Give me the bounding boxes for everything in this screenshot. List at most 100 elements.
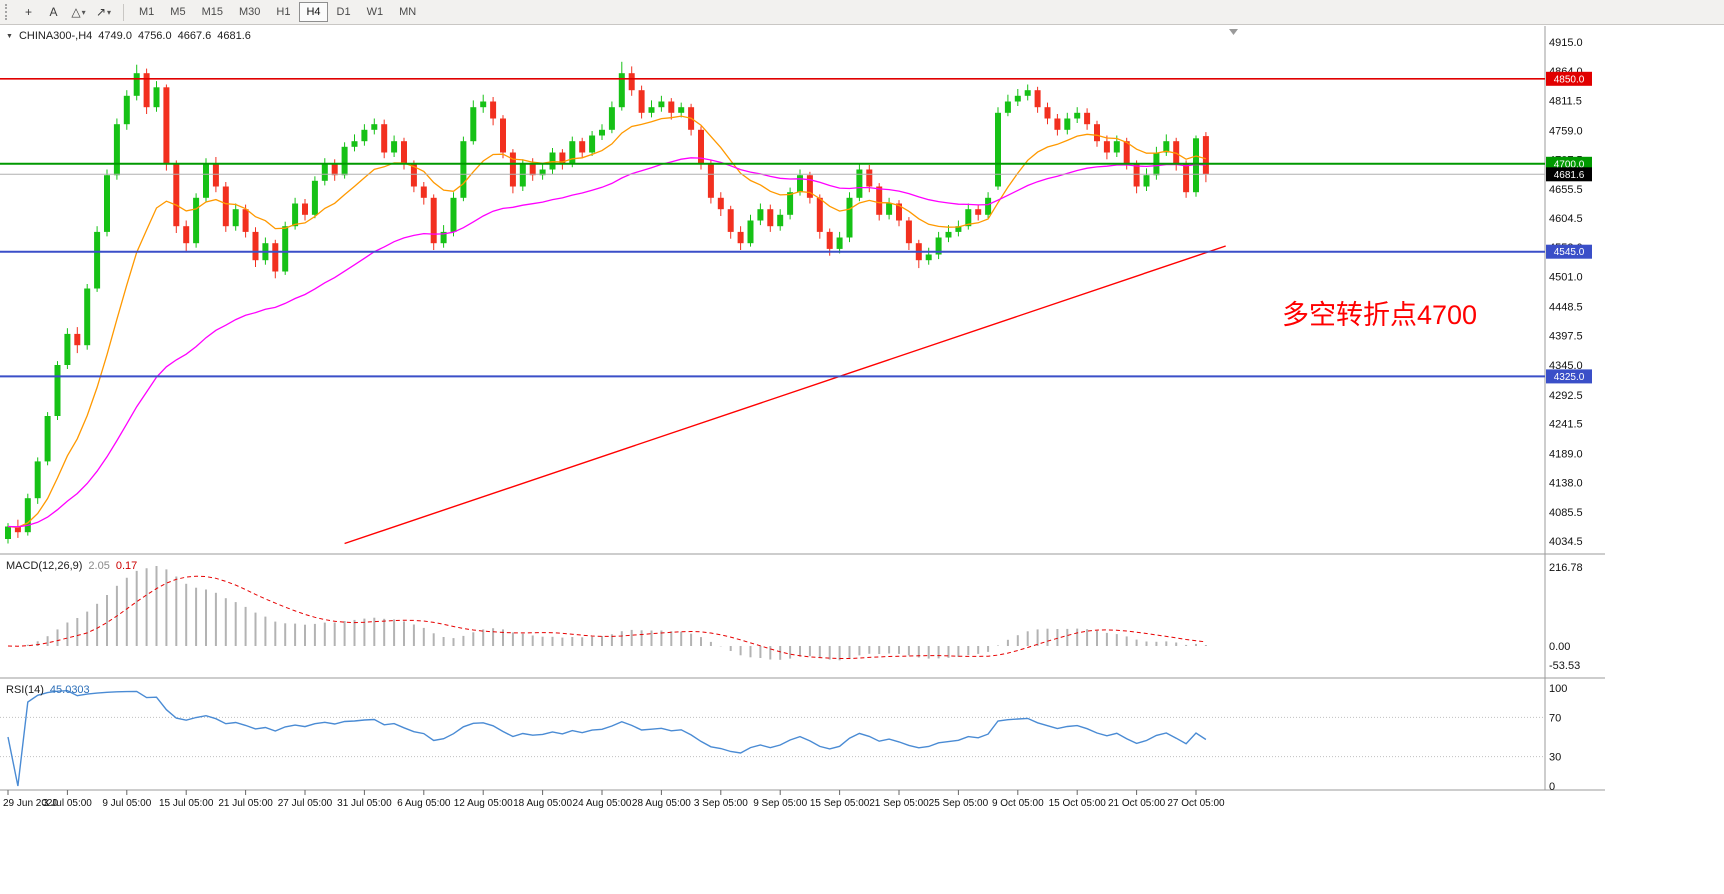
time-tick-label: 15 Jul 05:00 — [159, 798, 214, 809]
timeframe-M5-button[interactable]: M5 — [170, 6, 186, 18]
trendline[interactable] — [344, 245, 1226, 545]
toolbar-separator — [123, 3, 124, 21]
candlestick-series — [5, 61, 1209, 544]
price-tick-label: 4345.0 — [1549, 360, 1583, 372]
chart-shift-marker[interactable] — [1229, 29, 1238, 35]
time-tick-label: 27 Jul 05:00 — [278, 798, 333, 809]
price-badge: 4850.0 — [1546, 71, 1592, 86]
macd-axis-label: -53.53 — [1549, 660, 1580, 672]
drawing-tools-group: + A △ ▾ ↗ ▾ — [16, 1, 116, 24]
price-tick-label: 4138.0 — [1549, 477, 1583, 489]
timeframe-M15-button[interactable]: M15 — [201, 6, 223, 18]
time-tick-label: 3 Jul 05:00 — [43, 798, 92, 809]
price-tick-label: 4034.5 — [1549, 536, 1583, 548]
time-tick-label: 27 Oct 05:00 — [1167, 798, 1225, 809]
price-tick-label: 4241.5 — [1549, 419, 1583, 431]
price-tick-label: 4759.0 — [1549, 125, 1583, 137]
price-badge-label: 4545.0 — [1554, 247, 1585, 258]
time-tick-label: 25 Sep 05:00 — [929, 798, 989, 809]
price-badge-label: 4850.0 — [1554, 74, 1585, 85]
time-tick-label: 3 Sep 05:00 — [694, 798, 748, 809]
timeframe-M1-button[interactable]: M1 — [139, 6, 155, 18]
time-tick-label: 21 Sep 05:00 — [869, 798, 929, 809]
chart-annotation-text[interactable]: 多空转折点4700 — [1282, 300, 1478, 330]
rsi-axis-label: 70 — [1549, 712, 1561, 724]
bar-open-value: 4749.0 — [98, 30, 132, 42]
toolbar-grip[interactable] — [5, 4, 11, 20]
rsi-title: RSI(14) — [6, 684, 44, 696]
timeframe-group: M1 M5 M15 M30 H1 H4 D1 W1 MN — [131, 2, 424, 22]
macd-histogram — [16, 566, 1207, 661]
price-badge: 4681.6 — [1546, 167, 1592, 182]
text-label-icon: A — [49, 5, 58, 19]
rsi-line — [7, 689, 1207, 787]
chevron-down-icon: ▾ — [81, 7, 86, 17]
rsi-axis-label: 0 — [1549, 781, 1555, 793]
macd-signal-line — [7, 575, 1206, 659]
time-tick-label: 21 Oct 05:00 — [1108, 798, 1166, 809]
ma-fast-line — [7, 115, 1207, 529]
time-tick-label: 21 Jul 05:00 — [218, 798, 273, 809]
arrows-tool-button[interactable]: ↗ ▾ — [92, 1, 115, 24]
time-tick-label: 28 Aug 05:00 — [632, 798, 691, 809]
price-tick-label: 4085.5 — [1549, 507, 1583, 519]
price-tick-label: 4655.5 — [1549, 184, 1583, 196]
price-axis[interactable]: 4915.04864.04811.54759.04707.54655.54604… — [1549, 37, 1583, 548]
time-tick-label: 29 Jun 2020 — [3, 798, 58, 809]
rsi-header: RSI(14) 45.0303 — [6, 684, 90, 696]
price-badge-label: 4681.6 — [1554, 170, 1585, 181]
time-tick-label: 15 Sep 05:00 — [810, 798, 870, 809]
timeframe-H4-button[interactable]: H4 — [299, 2, 328, 22]
price-tick-label: 4448.5 — [1549, 301, 1583, 313]
shapes-icon: △ — [71, 5, 81, 19]
macd-signal-value: 0.17 — [115, 560, 138, 572]
price-badge: 4545.0 — [1546, 244, 1592, 259]
timeframe-D1-button[interactable]: D1 — [336, 6, 351, 18]
rsi-value: 45.0303 — [49, 684, 90, 696]
arrow-icon: ↗ — [95, 5, 107, 19]
time-tick-label: 18 Aug 05:00 — [513, 798, 572, 809]
price-tick-label: 4189.0 — [1549, 448, 1583, 460]
price-tick-label: 4292.5 — [1549, 390, 1583, 402]
crosshair-tool-button[interactable]: + — [17, 1, 40, 24]
price-tick-label: 4811.5 — [1549, 96, 1582, 108]
time-tick-label: 9 Sep 05:00 — [753, 798, 807, 809]
price-tick-label: 4915.0 — [1549, 37, 1583, 49]
bar-close-value: 4681.6 — [217, 30, 251, 42]
symbol-timeframe-label: CHINA300-,H4 — [18, 30, 93, 42]
text-tool-button[interactable]: A — [42, 1, 65, 24]
top-toolbar: + A △ ▾ ↗ ▾ M1 M5 M15 M30 H1 H4 D1 W1 MN — [0, 0, 1724, 25]
price-tick-label: 4604.5 — [1549, 213, 1583, 225]
timeframe-W1-button[interactable]: W1 — [366, 6, 384, 18]
time-tick-label: 12 Aug 05:00 — [454, 798, 513, 809]
shapes-tool-button[interactable]: △ ▾ — [67, 1, 90, 24]
time-tick-label: 9 Jul 05:00 — [102, 798, 151, 809]
time-tick-label: 6 Aug 05:00 — [397, 798, 451, 809]
time-tick-label: 24 Aug 05:00 — [573, 798, 632, 809]
macd-axis-label: 216.78 — [1549, 562, 1583, 574]
macd-axis-label: 0.00 — [1549, 641, 1570, 653]
price-tick-label: 4501.0 — [1549, 272, 1583, 284]
price-badge-label: 4325.0 — [1554, 372, 1585, 383]
macd-title: MACD(12,26,9) — [6, 560, 83, 572]
price-badge-label: 4700.0 — [1554, 159, 1585, 170]
time-tick-label: 15 Oct 05:00 — [1049, 798, 1107, 809]
timeframe-H1-button[interactable]: H1 — [276, 6, 291, 18]
one-click-trading-arrow[interactable]: ▼ — [6, 32, 13, 40]
chart-header: ▼ CHINA300-,H4 4749.0 4756.0 4667.6 4681… — [6, 30, 251, 42]
timeframe-M30-button[interactable]: M30 — [238, 6, 261, 18]
rsi-axis-label: 100 — [1549, 683, 1567, 695]
bar-high-value: 4756.0 — [137, 30, 172, 42]
price-badge: 4325.0 — [1546, 369, 1592, 384]
price-tick-label: 4397.5 — [1549, 330, 1583, 342]
chevron-down-icon: ▾ — [107, 7, 112, 17]
time-tick-label: 9 Oct 05:00 — [992, 798, 1044, 809]
rsi-axis-label: 30 — [1549, 752, 1561, 764]
bar-low-value: 4667.6 — [177, 30, 212, 42]
time-tick-label: 31 Jul 05:00 — [337, 798, 392, 809]
ma-slow-line — [7, 157, 1206, 528]
timeframe-MN-button[interactable]: MN — [399, 6, 417, 18]
